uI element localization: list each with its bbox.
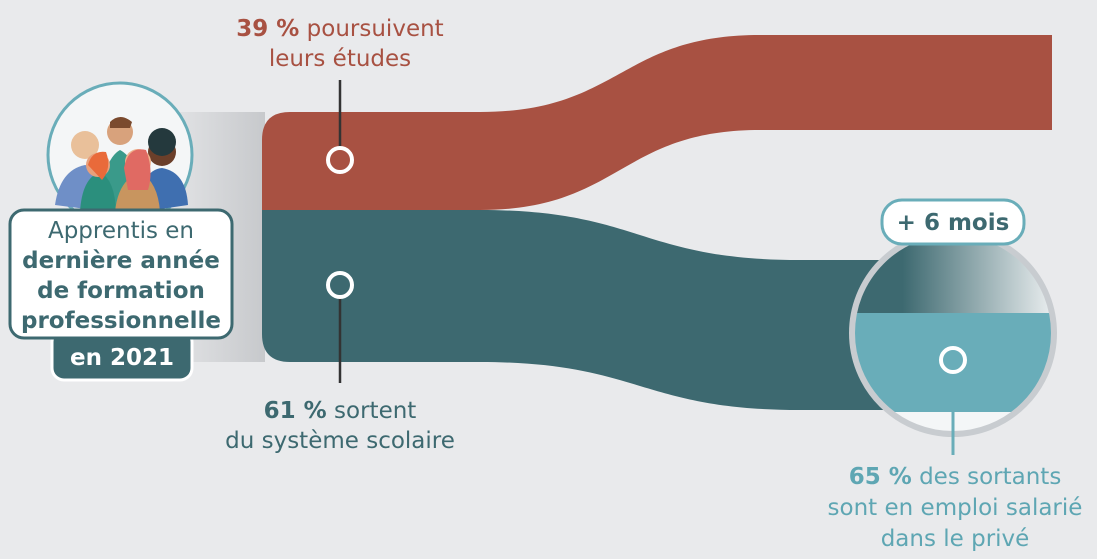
label-line: des sortants — [919, 464, 1061, 490]
source-line: Apprentis en — [48, 218, 194, 244]
source-line: professionnelle — [21, 308, 221, 334]
outcome-label: 65 % des sortants — [849, 464, 1062, 490]
label-line: poursuivent — [307, 16, 444, 42]
badge-text: + 6 mois — [897, 210, 1010, 236]
flow-label: 61 % sortent — [264, 398, 417, 424]
infographic: + 6 mois 39 % poursuivent leurs études 6… — [0, 0, 1097, 555]
people-illustration — [48, 83, 192, 227]
percent: 61 % — [264, 398, 327, 424]
source-line: de formation — [37, 278, 205, 304]
flow-label: leurs études — [269, 46, 411, 72]
page: Infographie {"source": {"lines": ["Appre… — [0, 0, 1097, 555]
percent: 39 % — [236, 16, 299, 42]
source-line: dernière année — [22, 248, 220, 274]
year: en 2021 — [70, 345, 174, 371]
percent: 65 % — [849, 464, 912, 490]
label-line: sortent — [334, 398, 416, 424]
outcome-label: dans le privé — [881, 526, 1030, 552]
outcome-label: sont en emploi salarié — [828, 495, 1083, 521]
flow-label: du système scolaire — [225, 428, 455, 454]
body: + 6 mois 39 % poursuivent leurs études 6… — [0, 0, 1097, 555]
flow-label: 39 % poursuivent — [236, 16, 443, 42]
